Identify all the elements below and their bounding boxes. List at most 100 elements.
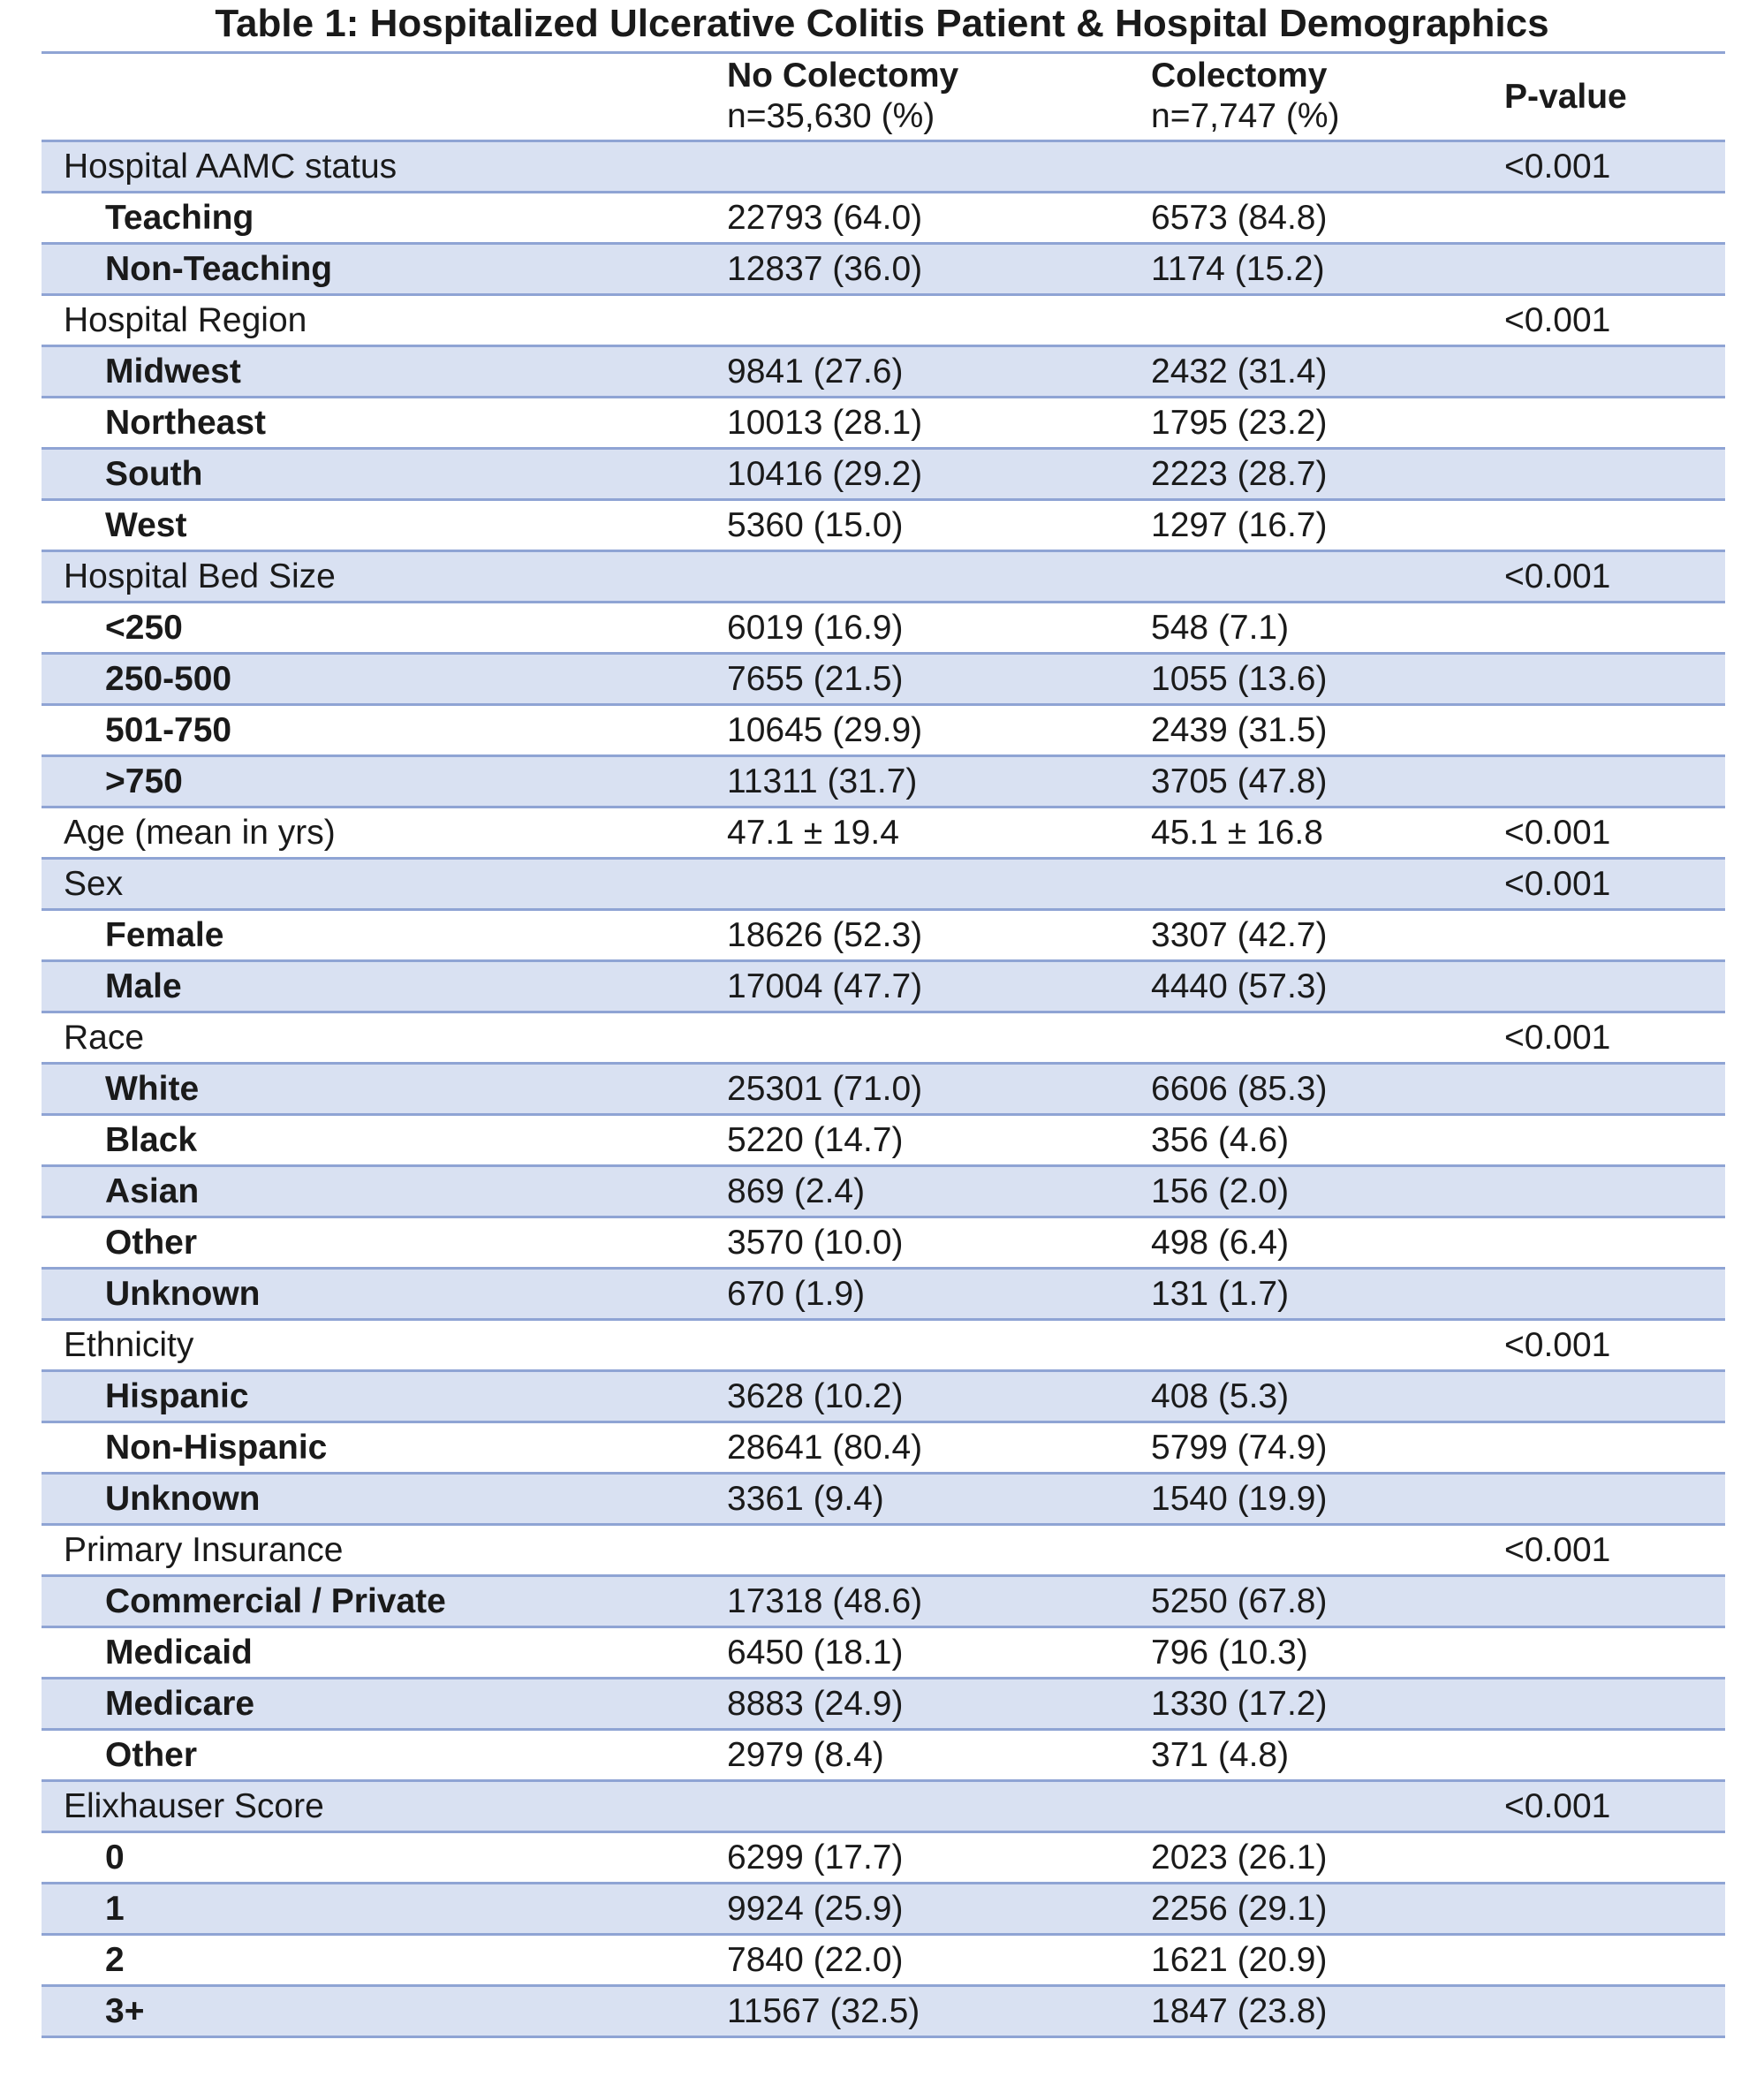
category-row: Hospital Region <0.001 [42,296,1725,347]
row-label: 3+ [105,1992,145,2030]
p-value: <0.001 [1504,1326,1611,1364]
header-colectomy: Colectomy n=7,747 (%) [1151,56,1340,137]
row-label: Non-Hispanic [105,1429,328,1467]
no-colectomy-value: 11567 (32.5) [727,1992,920,2030]
colectomy-value: 371 (4.8) [1151,1736,1290,1774]
no-colectomy-value: 17004 (47.7) [727,967,923,1005]
colectomy-value: 1055 (13.6) [1151,660,1328,698]
header-top-rule [42,51,1725,54]
table-row: Asian 869 (2.4) 156 (2.0) [42,1167,1725,1218]
row-label: 1 [105,1890,125,1928]
no-colectomy-value: 869 (2.4) [727,1172,866,1210]
category-row: Elixhauser Score <0.001 [42,1782,1725,1833]
no-colectomy-value: 12837 (36.0) [727,250,923,288]
row-label: Male [105,967,182,1005]
p-value: <0.001 [1504,301,1611,339]
p-value: <0.001 [1504,1787,1611,1825]
table-row: Unknown 670 (1.9) 131 (1.7) [42,1270,1725,1321]
p-value: <0.001 [1504,1531,1611,1569]
colectomy-value: 3307 (42.7) [1151,916,1328,954]
colectomy-value: 548 (7.1) [1151,609,1290,647]
demographics-table: No Colectomy n=35,630 (%) Colectomy n=7,… [42,51,1725,2038]
no-colectomy-value: 3570 (10.0) [727,1224,904,1262]
category-label: Ethnicity [64,1326,194,1364]
colectomy-value: 5799 (74.9) [1151,1429,1328,1467]
header-p-value: P-value [1504,78,1627,116]
category-row: Hospital AAMC status <0.001 [42,140,1725,193]
row-label: Commercial / Private [105,1582,446,1620]
category-row: Age (mean in yrs) 47.1 ± 19.4 45.1 ± 16.8 <… [42,808,1725,860]
colectomy-value: 1540 (19.9) [1151,1480,1328,1518]
colectomy-value: 2439 (31.5) [1151,711,1328,749]
no-colectomy-value: 10416 (29.2) [727,455,923,493]
no-colectomy-value: 18626 (52.3) [727,916,923,954]
table-row: <250 6019 (16.9) 548 (7.1) [42,603,1725,655]
table-row: Non-Hispanic 28641 (80.4) 5799 (74.9) [42,1423,1725,1475]
no-colectomy-value: 6019 (16.9) [727,609,904,647]
header-no-colectomy: No Colectomy n=35,630 (%) [727,56,958,137]
category-label: Sex [64,865,124,903]
row-label: West [105,506,187,544]
row-label: Unknown [105,1480,261,1518]
table-row: White 25301 (71.0) 6606 (85.3) [42,1065,1725,1116]
no-colectomy-value: 22793 (64.0) [727,199,923,237]
table-row: Unknown 3361 (9.4) 1540 (19.9) [42,1475,1725,1526]
category-row: Race <0.001 [42,1013,1725,1065]
colectomy-value: 3705 (47.8) [1151,762,1328,800]
colectomy-value: 2256 (29.1) [1151,1890,1328,1928]
table-row: 501-750 10645 (29.9) 2439 (31.5) [42,706,1725,757]
table-row: 3+ 11567 (32.5) 1847 (23.8) [42,1987,1725,2038]
no-colectomy-value: 10013 (28.1) [727,404,923,442]
category-label: Elixhauser Score [64,1787,324,1825]
header-colectomy-n: n=7,747 (%) [1151,97,1340,135]
table-row: 250-500 7655 (21.5) 1055 (13.6) [42,655,1725,706]
row-label: 0 [105,1839,125,1876]
row-label: Non-Teaching [105,250,333,288]
row-label: Other [105,1224,198,1262]
table-row: Commercial / Private 17318 (48.6) 5250 (67… [42,1577,1725,1628]
row-label: Female [105,916,224,954]
row-label: Other [105,1736,198,1774]
category-label: Hospital AAMC status [64,148,397,186]
no-colectomy-value: 8883 (24.9) [727,1685,904,1723]
colectomy-value: 356 (4.6) [1151,1121,1290,1159]
table-row: Teaching 22793 (64.0) 6573 (84.8) [42,193,1725,245]
p-value: <0.001 [1504,865,1611,903]
colectomy-value: 131 (1.7) [1151,1275,1290,1313]
category-row: Hospital Bed Size <0.001 [42,552,1725,603]
no-colectomy-value: 5360 (15.0) [727,506,904,544]
table-row: Northeast 10013 (28.1) 1795 (23.2) [42,398,1725,450]
no-colectomy-value: 10645 (29.9) [727,711,923,749]
table-row: South 10416 (29.2) 2223 (28.7) [42,450,1725,501]
colectomy-value: 5250 (67.8) [1151,1582,1328,1620]
row-label: Hispanic [105,1377,249,1415]
colectomy-value: 1297 (16.7) [1151,506,1328,544]
category-label: Age (mean in yrs) [64,814,336,852]
no-colectomy-value: 9841 (27.6) [727,353,904,390]
header-no-colectomy-label: No Colectomy [727,57,959,95]
colectomy-value: 408 (5.3) [1151,1377,1290,1415]
row-label: 501-750 [105,711,232,749]
table-row: Black 5220 (14.7) 356 (4.6) [42,1116,1725,1167]
colectomy-value: 1621 (20.9) [1151,1941,1328,1979]
row-label: Asian [105,1172,200,1210]
table-row: Other 2979 (8.4) 371 (4.8) [42,1731,1725,1782]
row-label: Northeast [105,404,267,442]
category-row: Primary Insurance <0.001 [42,1526,1725,1577]
no-colectomy-value: 3361 (9.4) [727,1480,884,1518]
no-colectomy-value: 5220 (14.7) [727,1121,904,1159]
colectomy-value: 2432 (31.4) [1151,353,1328,390]
no-colectomy-value: 7840 (22.0) [727,1941,904,1979]
table-row: Hispanic 3628 (10.2) 408 (5.3) [42,1372,1725,1423]
table-row: 0 6299 (17.7) 2023 (26.1) [42,1833,1725,1884]
table-row: Midwest 9841 (27.6) 2432 (31.4) [42,347,1725,398]
header-no-colectomy-n: n=35,630 (%) [727,97,935,135]
colectomy-value: 498 (6.4) [1151,1224,1290,1262]
table-body: Hospital AAMC status <0.001 Teaching 22793 … [42,140,1725,2038]
row-label: Teaching [105,199,254,237]
table-row: Other 3570 (10.0) 498 (6.4) [42,1218,1725,1270]
row-label: 2 [105,1941,125,1979]
no-colectomy-value: 6450 (18.1) [727,1634,904,1672]
category-row: Sex <0.001 [42,860,1725,911]
colectomy-value: 2023 (26.1) [1151,1839,1328,1876]
